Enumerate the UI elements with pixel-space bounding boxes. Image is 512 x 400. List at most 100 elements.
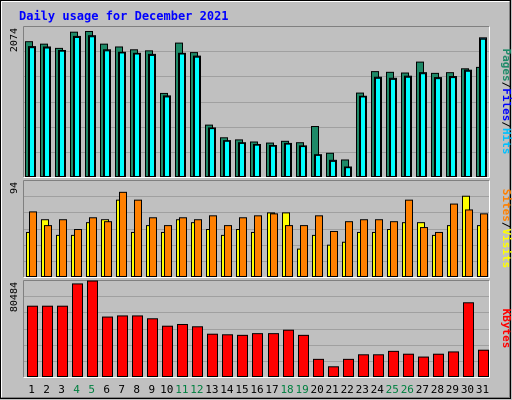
bar-kbytes-day-18: [283, 329, 294, 377]
bar-kbytes-day-20: [313, 358, 324, 377]
bar-sites-day-16: [254, 215, 262, 278]
legend-hits: Hits: [500, 128, 512, 155]
bar-sites-day-11: [179, 217, 187, 277]
bar-files-day-1: [29, 47, 35, 178]
legend: KBytes: [500, 309, 512, 349]
bar-files-day-20: [315, 154, 321, 178]
bar-files-day-18: [285, 143, 291, 178]
x-tick-label-24: 24: [371, 383, 385, 396]
x-tick-label-27: 27: [416, 383, 429, 396]
x-tick-label-26: 26: [401, 383, 414, 396]
x-tick-label-1: 1: [28, 383, 35, 396]
legend-sites: Sites: [500, 189, 512, 222]
x-tick-label-10: 10: [160, 383, 173, 396]
bar-files-day-13: [209, 128, 215, 177]
bar-sites-day-25: [390, 221, 398, 277]
bar-kbytes-day-24: [373, 354, 384, 378]
bar-files-day-27: [420, 73, 426, 177]
x-tick-label-31: 31: [476, 383, 489, 396]
bar-kbytes-day-9: [147, 318, 158, 377]
x-tick-label-6: 6: [103, 383, 110, 396]
x-tick-label-11: 11: [175, 383, 188, 396]
x-tick-label-29: 29: [446, 383, 459, 396]
bar-sites-day-26: [405, 199, 413, 277]
legend: Pages/Files/Hits: [500, 49, 512, 155]
bar-files-day-25: [390, 78, 396, 177]
bar-kbytes-day-16: [252, 333, 263, 377]
bar-sites-day-30: [465, 209, 473, 277]
bar-sites-day-13: [209, 215, 217, 278]
bar-kbytes-day-27: [418, 356, 429, 377]
bar-kbytes-day-29: [448, 351, 459, 377]
y-max-label: 94: [9, 182, 20, 194]
x-tick-label-28: 28: [431, 383, 444, 396]
bar-sites-day-9: [149, 217, 157, 277]
bar-files-day-30: [465, 70, 471, 177]
bar-sites-day-14: [224, 225, 232, 277]
bar-files-day-9: [149, 54, 155, 177]
bar-kbytes-day-1: [27, 305, 38, 378]
x-tick-label-2: 2: [43, 383, 50, 396]
bar-kbytes-day-19: [298, 334, 309, 378]
bar-sites-day-19: [300, 225, 308, 277]
bar-sites-day-21: [330, 230, 338, 278]
bar-kbytes-day-12: [192, 326, 203, 377]
panel-kbytes: 80484 KBytes: [9, 280, 512, 378]
bar-files-day-11: [179, 53, 185, 177]
bar-kbytes-day-22: [343, 358, 354, 377]
bar-sites-day-5: [89, 217, 97, 277]
bar-kbytes-day-2: [42, 305, 53, 378]
bar-files-day-19: [300, 146, 306, 178]
bar-kbytes-day-4: [72, 283, 83, 377]
bar-files-day-26: [405, 76, 411, 177]
x-tick-label-7: 7: [118, 383, 125, 396]
bar-files-day-14: [224, 140, 230, 177]
bar-files-day-5: [89, 36, 95, 178]
bar-kbytes-day-26: [403, 353, 414, 378]
bar-files-day-16: [254, 144, 260, 177]
panel-hits: 2074 Pages/Files/Hits: [9, 26, 512, 178]
chart-title: Daily usage for December 2021: [19, 9, 229, 23]
bar-files-day-8: [134, 53, 140, 177]
legend-visits: Visits: [500, 229, 512, 269]
x-tick-label-21: 21: [326, 383, 339, 396]
x-tick-label-9: 9: [148, 383, 155, 396]
bar-kbytes-day-8: [132, 315, 143, 378]
bar-kbytes-day-13: [207, 333, 218, 377]
bar-kbytes-day-30: [463, 302, 474, 377]
bar-sites-day-18: [285, 225, 293, 277]
legend-files: Files: [500, 88, 512, 121]
x-tick-label-8: 8: [133, 383, 140, 396]
bar-kbytes-day-5: [87, 280, 98, 377]
bar-kbytes-day-25: [388, 350, 399, 377]
bar-files-day-24: [375, 77, 381, 177]
bar-kbytes-day-11: [177, 323, 188, 377]
bar-files-day-28: [435, 78, 441, 177]
bar-files-day-3: [59, 50, 65, 178]
x-tick-label-22: 22: [341, 383, 354, 396]
bar-sites-day-23: [360, 219, 368, 277]
x-tick-label-23: 23: [356, 383, 369, 396]
bar-sites-day-31: [480, 213, 488, 278]
legend-separator: /: [500, 222, 512, 229]
legend-kbytes: KBytes: [500, 309, 512, 349]
bar-kbytes-day-6: [102, 316, 113, 377]
bar-files-day-23: [360, 96, 366, 177]
y-max-label: 2074: [9, 28, 20, 52]
bar-kbytes-day-14: [222, 334, 233, 378]
bar-kbytes-day-31: [478, 349, 489, 377]
bar-files-day-4: [74, 36, 80, 177]
bar-files-day-29: [450, 77, 456, 177]
bar-sites-day-4: [74, 229, 82, 277]
bar-files-day-6: [104, 50, 110, 177]
x-tick-label-4: 4: [73, 383, 80, 396]
bar-sites-day-2: [44, 225, 52, 277]
bar-sites-day-1: [29, 211, 37, 277]
bar-kbytes-day-7: [117, 315, 128, 378]
bar-files-day-10: [164, 96, 170, 177]
bar-sites-day-10: [164, 225, 172, 277]
bar-files-day-7: [119, 52, 125, 177]
x-tick-label-16: 16: [250, 383, 263, 396]
bar-files-day-2: [44, 47, 50, 178]
